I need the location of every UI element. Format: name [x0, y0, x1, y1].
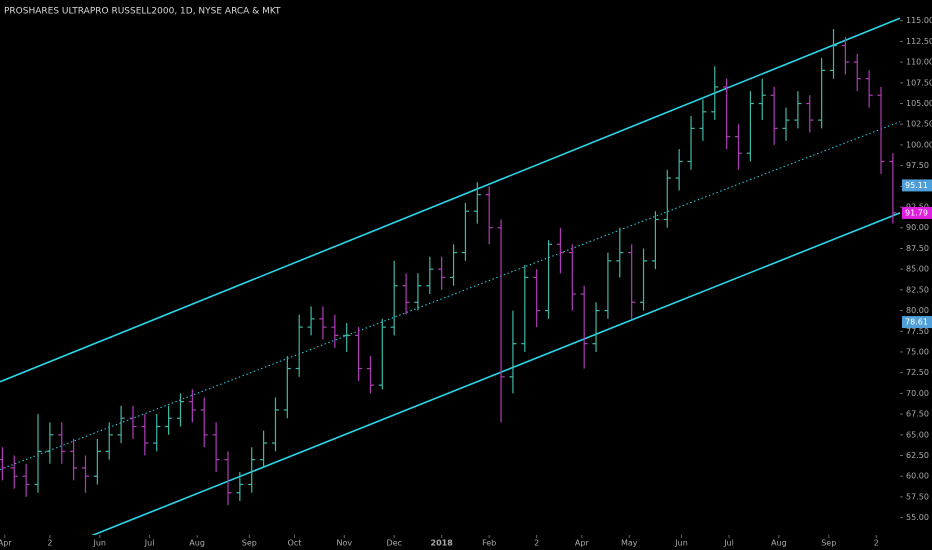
y-tick-label: 97.50: [906, 161, 929, 170]
x-tick-label: Aug: [189, 539, 205, 548]
x-tick-label: 2: [874, 539, 879, 548]
y-tick-label: 67.50: [906, 410, 929, 419]
x-tick-label: 2018: [431, 539, 454, 548]
x-tick-label: 2: [47, 539, 52, 548]
y-tick-label: 105.00: [906, 99, 932, 108]
x-tick-label: Sep: [242, 539, 257, 548]
x-tick-label: Jul: [723, 539, 734, 548]
y-tick-label: 115.00: [906, 16, 932, 25]
y-tick-label: 70.00: [906, 389, 929, 398]
y-tick-label: 107.50: [906, 78, 932, 87]
y-tick-label: 110.00: [906, 58, 932, 67]
y-tick-label: 112.50: [906, 37, 932, 46]
y-tick-label: 82.50: [906, 285, 929, 294]
y-tick-label: 57.50: [906, 492, 929, 501]
y-tick-label: 60.00: [906, 472, 929, 481]
price-label: 78.61: [905, 318, 928, 327]
y-tick-label: 80.00: [906, 306, 929, 315]
x-tick-label: Jun: [674, 539, 688, 548]
y-tick-label: 65.00: [906, 430, 929, 439]
y-tick-label: 100.00: [906, 140, 932, 149]
price-label: 95.11: [905, 181, 928, 190]
y-tick-label: 102.50: [906, 120, 932, 129]
channel-line: [91, 212, 900, 535]
chart-title: PROSHARES ULTRAPRO RUSSELL2000, 1D, NYSE…: [4, 7, 281, 17]
y-tick-label: 77.50: [906, 327, 929, 336]
price-label-box: [902, 179, 932, 192]
x-tick-label: Feb: [482, 539, 496, 548]
x-tick-label: Dec: [386, 539, 401, 548]
y-tick-label: 85.00: [906, 265, 929, 274]
channel-line: [0, 17, 900, 383]
plot-area: [0, 17, 900, 535]
y-tick-label: 55.00: [906, 513, 929, 522]
x-tick-label: Nov: [337, 539, 353, 548]
x-tick-label: May: [621, 539, 638, 548]
y-tick-label: 87.50: [906, 244, 929, 253]
y-tick-label: 72.50: [906, 368, 929, 377]
price-label-box: [902, 316, 932, 329]
price-label-box: [902, 206, 932, 219]
x-tick-label: Apr: [0, 539, 12, 548]
x-tick-label: Apr: [575, 539, 590, 548]
x-tick-label: Jul: [144, 539, 155, 548]
y-tick-label: 90.00: [906, 223, 929, 232]
price-label: 91.79: [905, 208, 928, 217]
x-tick-label: 2: [534, 539, 539, 548]
y-tick-label: 62.50: [906, 451, 929, 460]
x-tick-label: Aug: [771, 539, 787, 548]
channel-midline: [0, 121, 900, 471]
y-tick-label: 75.00: [906, 347, 929, 356]
x-tick-label: Jun: [92, 539, 106, 548]
x-tick-label: Sep: [821, 539, 836, 548]
x-tick-label: Oct: [288, 539, 302, 548]
